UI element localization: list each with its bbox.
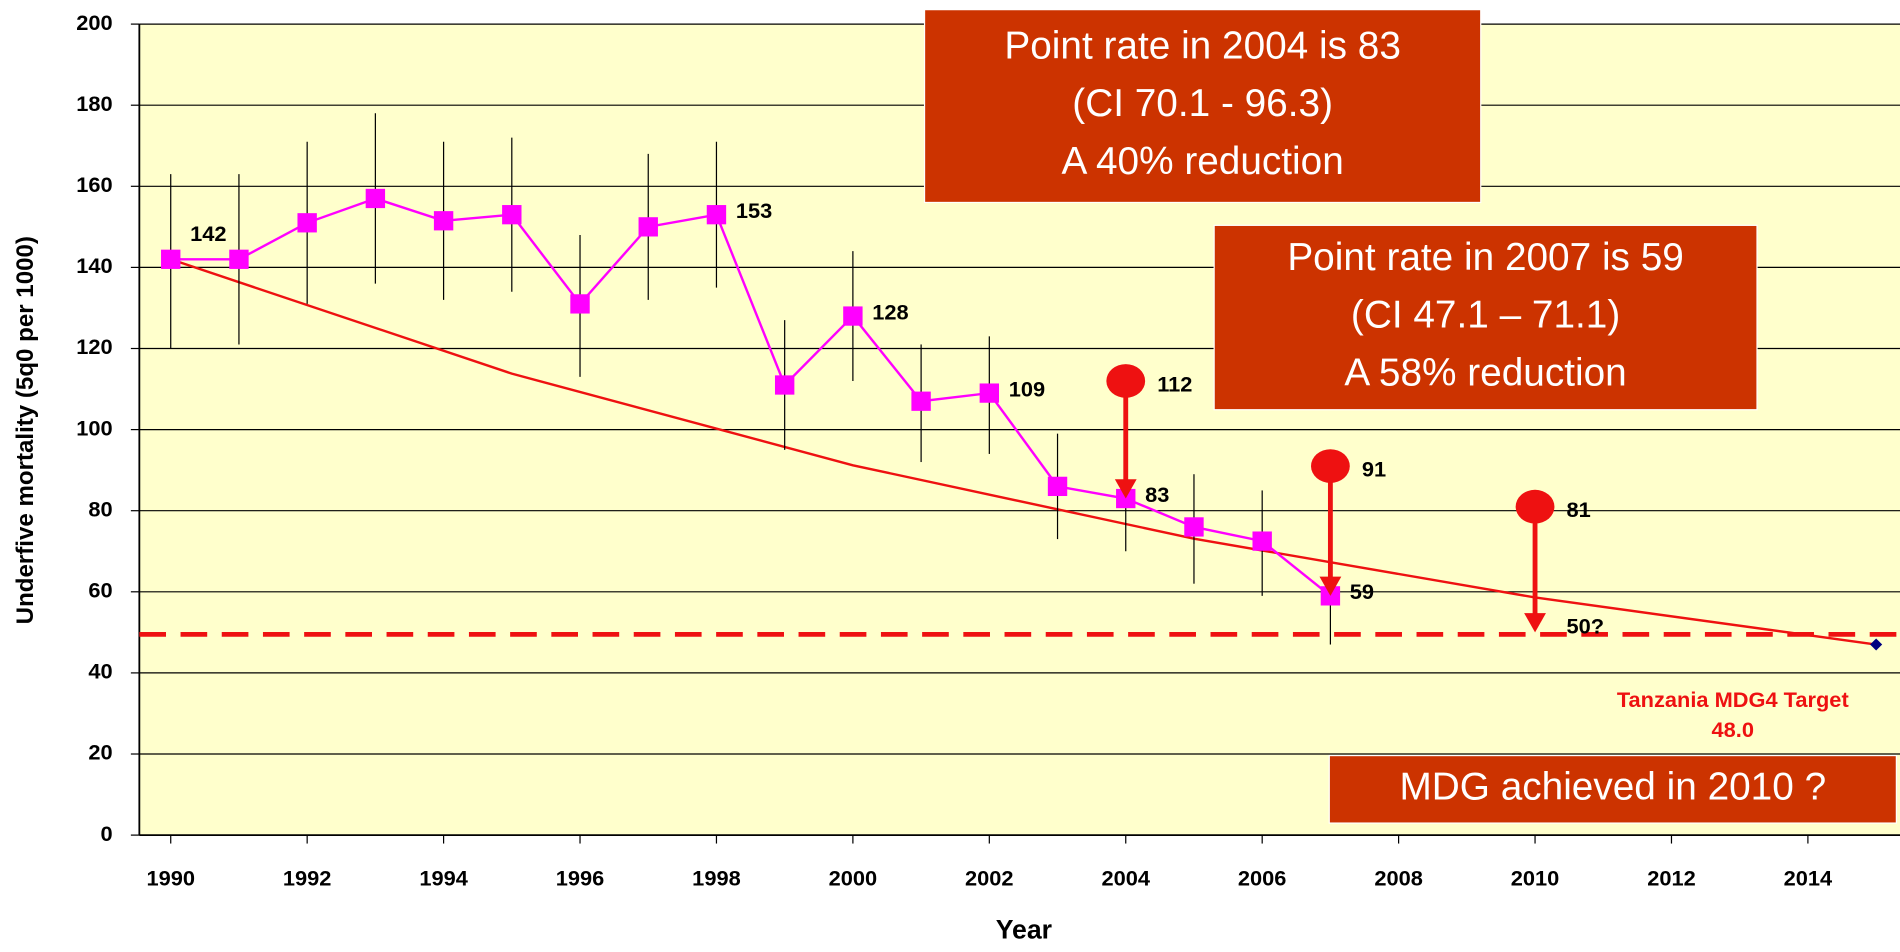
data-label: 153 xyxy=(736,198,772,223)
annotation-text: MDG achieved in 2010 ? xyxy=(1399,766,1826,809)
projection-marker xyxy=(1106,364,1146,398)
series-line xyxy=(170,197,1332,597)
data-label: 109 xyxy=(1009,376,1045,401)
point-marker xyxy=(502,205,522,225)
x-tick-label: 2010 xyxy=(1511,865,1560,890)
annotation-text: (CI 47.1 – 71.1) xyxy=(1351,294,1620,337)
annotation-text: A 58% reduction xyxy=(1344,352,1626,395)
point-marker xyxy=(229,249,249,269)
projection-label: 81 xyxy=(1567,497,1591,522)
x-tick-label: 2002 xyxy=(965,865,1014,890)
projection-arrowhead xyxy=(1319,576,1342,596)
annotation-text: A 40% reduction xyxy=(1061,140,1343,183)
point-marker xyxy=(1252,531,1272,551)
point-marker xyxy=(570,294,590,314)
annotation-text: Point rate in 2007 is 59 xyxy=(1287,236,1684,279)
projection-arrowhead xyxy=(1114,479,1137,499)
x-tick-label: 1994 xyxy=(419,865,468,890)
data-label: 59 xyxy=(1350,579,1374,604)
point-marker xyxy=(433,211,454,231)
x-tick-label: 2008 xyxy=(1374,865,1423,890)
projection-marker xyxy=(1515,489,1555,524)
x-axis-label: Year xyxy=(996,915,1052,945)
x-tick-label: 2006 xyxy=(1238,865,1287,890)
annotation-text: (CI 70.1 - 96.3) xyxy=(1072,82,1333,125)
point-marker xyxy=(706,205,727,225)
x-tick-label: 1996 xyxy=(556,865,605,890)
x-tick-label: 2000 xyxy=(829,865,878,890)
y-tick-label: 160 xyxy=(76,172,112,197)
x-tick-label: 1990 xyxy=(146,865,195,890)
point-marker xyxy=(911,391,931,411)
point-marker xyxy=(1320,586,1341,606)
y-axis-label: Underfive mortality (5q0 per 1000) xyxy=(12,236,39,624)
y-tick-label: 100 xyxy=(76,415,112,440)
point-marker xyxy=(161,249,181,269)
y-tick-label: 0 xyxy=(101,821,113,846)
projection-marker xyxy=(1311,449,1350,483)
y-tick-label: 40 xyxy=(88,659,112,684)
y-tick-label: 60 xyxy=(88,578,112,603)
x-tick-label: 2012 xyxy=(1647,865,1696,890)
point-marker xyxy=(843,306,863,326)
x-tick-label: 2004 xyxy=(1101,865,1150,890)
y-tick-label: 200 xyxy=(76,10,112,35)
annotation-box xyxy=(1328,754,1897,824)
trend-end-marker xyxy=(1870,638,1883,651)
target-note: Tanzania MDG4 Target xyxy=(1617,687,1849,712)
projection-label: 91 xyxy=(1362,457,1386,482)
projection-label: 112 xyxy=(1157,372,1192,397)
point-marker xyxy=(638,217,658,237)
annotation-box xyxy=(923,9,1482,204)
data-label: 142 xyxy=(190,221,226,246)
point-marker xyxy=(979,383,1000,403)
target-note: 48.0 xyxy=(1712,717,1754,742)
point-marker xyxy=(297,213,317,233)
data-label: 128 xyxy=(872,299,908,324)
point-marker xyxy=(774,375,795,395)
y-tick-label: 140 xyxy=(76,253,112,278)
projection-end-label: 50? xyxy=(1567,613,1605,638)
annotation-text: Point rate in 2004 is 83 xyxy=(1004,24,1401,67)
x-tick-label: 1998 xyxy=(692,865,741,890)
y-tick-label: 20 xyxy=(88,740,112,765)
y-tick-label: 180 xyxy=(76,91,112,116)
point-marker xyxy=(1184,517,1204,537)
annotation-box xyxy=(1213,224,1758,411)
data-label: 83 xyxy=(1145,482,1169,507)
projection-arrowhead xyxy=(1524,613,1546,633)
point-marker xyxy=(365,188,386,209)
point-marker xyxy=(1047,476,1068,497)
x-tick-label: 2014 xyxy=(1784,865,1833,890)
y-tick-label: 120 xyxy=(76,334,112,359)
x-tick-label: 1992 xyxy=(283,865,332,890)
trend-line xyxy=(170,258,1877,646)
y-tick-label: 80 xyxy=(88,496,112,521)
